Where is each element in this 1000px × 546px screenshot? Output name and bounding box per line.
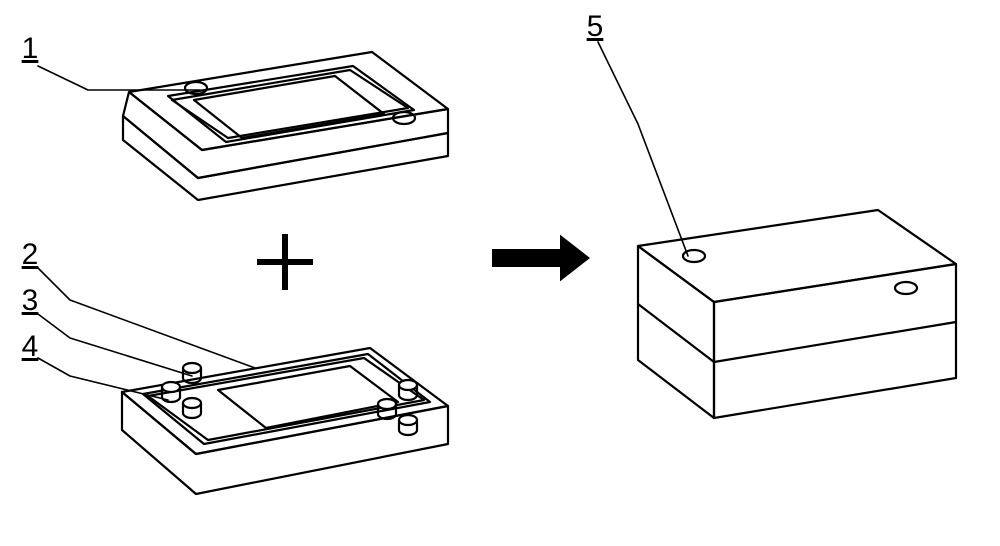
callout-label-2: 2 bbox=[22, 238, 39, 271]
assembly-diagram: 1 2 3 4 5 bbox=[0, 0, 1000, 546]
callout-2: 2 bbox=[22, 238, 255, 368]
top-lid-piece bbox=[123, 52, 448, 200]
callout-3: 3 bbox=[22, 284, 192, 376]
callout-4: 4 bbox=[22, 330, 168, 400]
plus-symbol bbox=[257, 234, 313, 290]
assembled-box bbox=[638, 210, 956, 418]
callout-5: 5 bbox=[587, 10, 688, 256]
callout-label-1: 1 bbox=[22, 32, 39, 65]
callout-label-3: 3 bbox=[22, 284, 39, 317]
callout-label-4: 4 bbox=[22, 330, 39, 363]
callout-1: 1 bbox=[22, 32, 200, 90]
arrow-right bbox=[492, 235, 590, 282]
callout-label-5: 5 bbox=[587, 10, 604, 43]
